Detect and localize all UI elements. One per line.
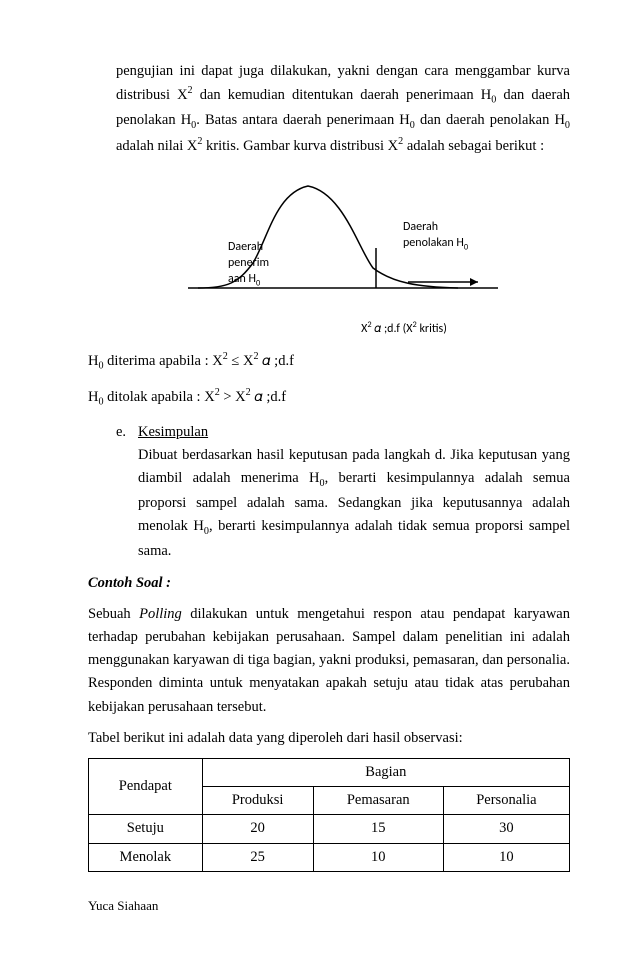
axis-label: X2 𝛼 ;d.f (X2 kritis) [238, 319, 570, 339]
distribution-curve-figure: Daerah penerim aan H0 Daerah penolakan H… [158, 168, 570, 338]
list-body-e: Dibuat berdasarkan hasil keputusan pada … [138, 444, 570, 564]
example-paragraph-1: Sebuah Polling dilakukan untuk mengetahu… [88, 603, 570, 719]
reject-region-label: Daerah penolakan H0 [403, 219, 513, 254]
example-paragraph-2: Tabel berikut ini adalah data yang diper… [88, 727, 570, 750]
observation-table: Pendapat Bagian Produksi Pemasaran Perso… [88, 758, 570, 872]
table-rowhead: Pendapat [89, 758, 203, 814]
table-col-0: Produksi [202, 787, 313, 815]
table-row: Setuju 20 15 30 [89, 815, 570, 843]
reject-rule: H0 ditolak apabila : X2 > X2 𝛼 ;d.f [88, 385, 570, 411]
list-heading-e: Kesimpulan [138, 424, 208, 440]
footer-author: Yuca Siahaan [88, 896, 570, 917]
table-row: Menolak 25 10 10 [89, 843, 570, 871]
table-col-1: Pemasaran [313, 787, 443, 815]
list-item-e: e.Kesimpulan [116, 421, 570, 444]
example-heading: Contoh Soal : [88, 572, 570, 595]
accept-region-label: Daerah penerim aan H0 [228, 239, 298, 290]
accept-rule: H0 diterima apabila : X2 ≤ X2 𝛼 ;d.f [88, 349, 570, 375]
table-group-header: Bagian [202, 758, 569, 786]
table-col-2: Personalia [443, 787, 569, 815]
list-marker-e: e. [116, 421, 138, 444]
intro-paragraph: pengujian ini dapat juga dilakukan, yakn… [116, 60, 570, 158]
